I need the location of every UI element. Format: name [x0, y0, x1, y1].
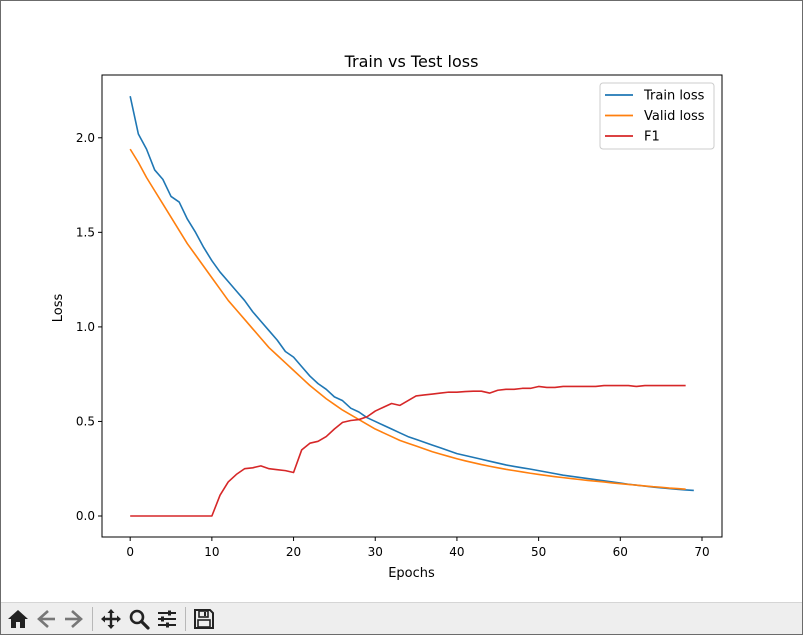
x-tick-label: 70	[694, 545, 709, 559]
home-button[interactable]	[6, 606, 30, 632]
x-tick-label: 40	[449, 545, 464, 559]
x-axis-label: Epochs	[388, 566, 435, 581]
chart-title: Train vs Test loss	[344, 52, 479, 71]
pan-icon	[101, 608, 121, 629]
y-tick-label: 0.5	[76, 414, 95, 428]
plot-area-frame	[101, 74, 723, 538]
y-axis-label: Loss	[51, 294, 66, 323]
x-tick-label: 50	[531, 545, 546, 559]
forward-icon	[65, 609, 83, 628]
x-tick-label: 0	[126, 545, 134, 559]
y-tick-label: 0.0	[76, 509, 95, 523]
x-tick-label: 60	[613, 545, 628, 559]
legend-box	[599, 82, 715, 150]
series-line-valid-loss	[129, 148, 686, 490]
back-button[interactable]	[34, 606, 58, 632]
figure-canvas: Train vs Test loss Epochs Loss 0 10 20 30 40…	[1, 1, 802, 603]
series-line-f1	[130, 384, 686, 517]
legend: Train loss Valid loss F1	[599, 82, 715, 150]
zoom-icon	[129, 609, 150, 630]
pan-button[interactable]	[99, 606, 123, 632]
configure-subplots-button[interactable]	[155, 606, 179, 632]
y-tick-label: 2.0	[76, 131, 95, 145]
legend-label: Valid loss	[644, 109, 705, 124]
forward-button[interactable]	[62, 606, 86, 632]
save-button[interactable]	[192, 606, 216, 632]
save-icon	[194, 608, 214, 629]
series-line-train-loss	[129, 96, 694, 492]
legend-label: Train loss	[643, 89, 705, 104]
legend-label: F1	[644, 130, 660, 145]
navigation-toolbar	[1, 602, 802, 634]
axes-layer: 0 10 20 30 40 50 60 70 0.0 0.5 1.0 1.5 2.0	[76, 74, 723, 559]
toolbar-separator	[185, 606, 186, 631]
zoom-button[interactable]	[127, 606, 151, 632]
back-icon	[37, 609, 55, 628]
x-tick-label: 10	[204, 545, 219, 559]
home-icon	[8, 609, 28, 628]
y-tick-label: 1.5	[76, 225, 95, 239]
series-layer	[129, 96, 694, 517]
y-tick-label: 1.0	[76, 320, 95, 334]
x-tick-label: 30	[368, 545, 383, 559]
toolbar-separator	[92, 606, 93, 631]
configure-subplots-icon	[158, 610, 176, 627]
x-tick-label: 20	[286, 545, 301, 559]
